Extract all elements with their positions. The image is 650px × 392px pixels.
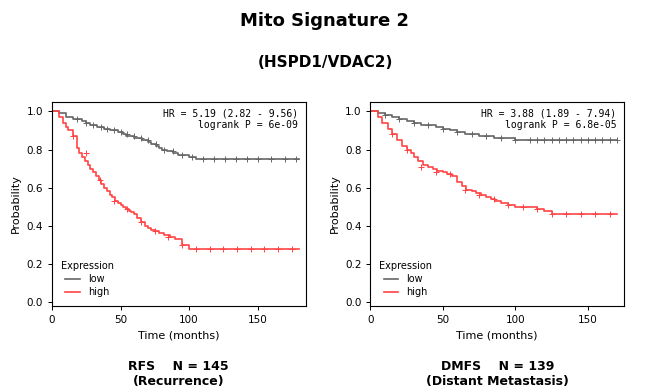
- Point: [136, 135, 146, 141]
- Point: [218, 245, 229, 252]
- Point: [604, 137, 615, 143]
- Point: [143, 137, 153, 143]
- Point: [232, 245, 242, 252]
- Point: [177, 241, 187, 248]
- Point: [81, 120, 92, 126]
- Point: [547, 211, 557, 218]
- Point: [561, 211, 571, 218]
- Text: DMFS    N = 139
(Distant Metastasis): DMFS N = 139 (Distant Metastasis): [426, 360, 569, 388]
- Text: HR = 5.19 (2.82 - 9.56)
logrank P = 6e-09: HR = 5.19 (2.82 - 9.56) logrank P = 6e-0…: [162, 108, 298, 130]
- Point: [280, 156, 290, 162]
- Point: [532, 205, 542, 212]
- Point: [488, 196, 499, 202]
- Point: [597, 137, 608, 143]
- Point: [287, 245, 297, 252]
- X-axis label: Time (months): Time (months): [138, 330, 220, 340]
- Point: [568, 137, 578, 143]
- Point: [467, 131, 477, 138]
- Point: [159, 146, 170, 152]
- Point: [445, 171, 456, 178]
- Point: [177, 152, 187, 158]
- Point: [532, 137, 542, 143]
- Point: [259, 245, 270, 252]
- Point: [95, 177, 105, 183]
- Point: [122, 205, 133, 212]
- Point: [291, 156, 301, 162]
- X-axis label: Time (months): Time (months): [456, 330, 538, 340]
- Text: RFS    N = 145
(Recurrence): RFS N = 145 (Recurrence): [129, 360, 229, 388]
- Point: [129, 133, 139, 139]
- Point: [539, 137, 549, 143]
- Point: [423, 122, 434, 128]
- Point: [230, 156, 240, 162]
- Point: [163, 234, 174, 240]
- Point: [604, 211, 615, 218]
- Point: [109, 198, 119, 204]
- Y-axis label: Probability: Probability: [330, 174, 339, 233]
- Y-axis label: Probability: Probability: [11, 174, 21, 233]
- Point: [517, 203, 528, 210]
- Point: [590, 137, 600, 143]
- Point: [68, 133, 78, 139]
- Legend: low, high: low, high: [375, 257, 436, 301]
- Point: [168, 148, 178, 154]
- Point: [115, 129, 125, 136]
- Point: [96, 123, 107, 130]
- Point: [252, 156, 263, 162]
- Point: [88, 122, 98, 128]
- Point: [612, 137, 622, 143]
- Point: [575, 211, 586, 218]
- Point: [430, 169, 441, 176]
- Point: [503, 201, 514, 208]
- Text: HR = 3.88 (1.89 - 7.94)
logrank P = 6.8e-05: HR = 3.88 (1.89 - 7.94) logrank P = 6.8e…: [481, 108, 616, 130]
- Point: [582, 137, 593, 143]
- Point: [416, 163, 426, 170]
- Point: [72, 116, 82, 122]
- Point: [409, 120, 419, 126]
- Point: [101, 125, 112, 132]
- Point: [122, 131, 133, 138]
- Point: [273, 245, 283, 252]
- Point: [109, 127, 119, 134]
- Point: [136, 219, 146, 225]
- Point: [554, 137, 564, 143]
- Point: [460, 187, 470, 193]
- Point: [575, 137, 586, 143]
- Point: [198, 156, 208, 162]
- Point: [525, 137, 535, 143]
- Point: [151, 141, 161, 147]
- Point: [380, 112, 390, 118]
- Point: [496, 135, 506, 141]
- Point: [474, 192, 484, 198]
- Point: [246, 245, 256, 252]
- Point: [387, 131, 397, 138]
- Point: [241, 156, 252, 162]
- Text: (HSPD1/VDAC2): (HSPD1/VDAC2): [257, 55, 393, 70]
- Point: [150, 228, 160, 234]
- Point: [590, 211, 600, 218]
- Point: [81, 150, 92, 156]
- Point: [510, 137, 521, 143]
- Point: [209, 156, 219, 162]
- Point: [437, 125, 448, 132]
- Text: Mito Signature 2: Mito Signature 2: [240, 12, 410, 30]
- Point: [220, 156, 230, 162]
- Point: [402, 146, 412, 152]
- Point: [395, 116, 405, 122]
- Point: [481, 133, 491, 139]
- Point: [204, 245, 214, 252]
- Point: [266, 156, 276, 162]
- Point: [190, 245, 201, 252]
- Point: [561, 137, 571, 143]
- Point: [187, 154, 197, 160]
- Point: [547, 137, 557, 143]
- Point: [452, 129, 463, 136]
- Legend: low, high: low, high: [57, 257, 118, 301]
